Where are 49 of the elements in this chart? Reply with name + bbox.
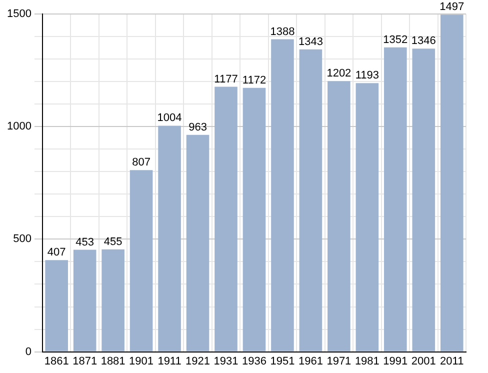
x-tick-label: 1921 <box>186 355 210 368</box>
data-label: 1343 <box>298 36 323 48</box>
x-tick-label: 1971 <box>326 355 352 368</box>
data-label: 963 <box>188 121 207 134</box>
bar <box>214 86 238 352</box>
data-label: 1497 <box>440 1 464 14</box>
data-label: 407 <box>47 246 66 259</box>
bar <box>102 249 124 352</box>
x-tick-label: 1981 <box>354 355 380 368</box>
x-tick-label: 2011 <box>440 355 464 368</box>
bar <box>328 81 350 352</box>
bar <box>271 39 294 352</box>
data-label: 1352 <box>383 34 408 46</box>
bar <box>73 250 96 352</box>
data-label: 1193 <box>355 70 380 82</box>
x-tick-label: 1951 <box>270 355 295 368</box>
y-tick-label: 500 <box>13 233 32 246</box>
data-label: 1346 <box>411 35 436 48</box>
bar <box>356 83 379 352</box>
bar <box>299 49 322 352</box>
data-label: 1177 <box>214 73 238 86</box>
x-tick-label: 1861 <box>44 355 69 368</box>
data-label: 453 <box>76 236 94 248</box>
data-label: 1004 <box>157 112 182 124</box>
bar <box>130 170 153 352</box>
data-label: 1388 <box>270 26 295 38</box>
x-tick-label: 1881 <box>100 355 126 368</box>
y-tick-label: 1000 <box>6 120 32 133</box>
data-label: 455 <box>104 236 122 248</box>
bar <box>384 47 407 352</box>
x-tick-label: 1936 <box>242 355 266 368</box>
y-tick-label: 1500 <box>6 8 32 20</box>
bar <box>158 126 181 352</box>
x-tick-label: 1991 <box>383 355 408 368</box>
bar <box>45 260 68 352</box>
x-tick-label: 1911 <box>158 355 182 368</box>
bar <box>186 134 210 352</box>
bar <box>440 14 464 352</box>
y-tick-label: 0 <box>25 346 32 358</box>
x-tick-label: 1961 <box>298 355 323 368</box>
x-tick-label: 1871 <box>72 355 98 368</box>
bar <box>242 88 266 352</box>
x-tick-label: 2001 <box>411 355 436 368</box>
data-label: 807 <box>132 156 150 169</box>
x-tick-label: 1931 <box>214 355 238 368</box>
data-label: 1172 <box>242 74 266 86</box>
x-tick-label: 1901 <box>129 355 154 368</box>
data-label: 1202 <box>326 68 352 80</box>
bar <box>412 48 436 352</box>
